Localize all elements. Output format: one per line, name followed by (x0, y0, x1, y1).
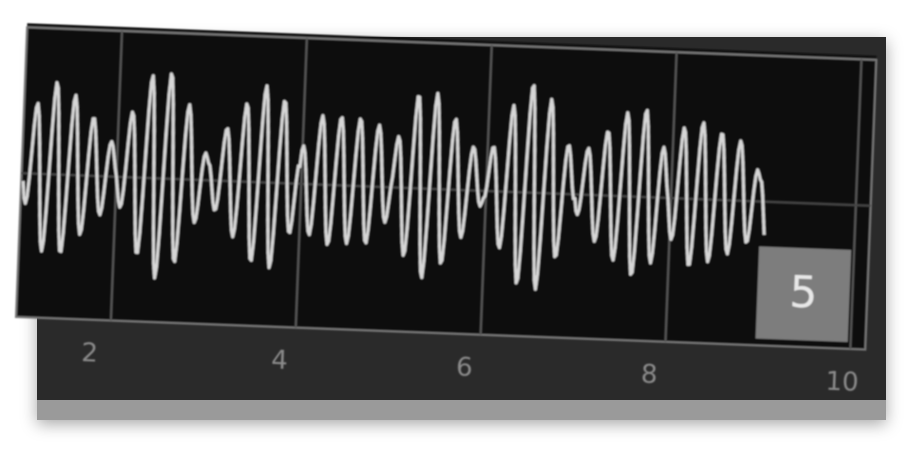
axis-label: 10 (825, 367, 859, 398)
bezel-bottom (37, 400, 886, 420)
axis-label: 6 (455, 352, 473, 383)
axis-label: 2 (81, 338, 99, 369)
badge: 5 (788, 267, 818, 319)
axis-label: 4 (271, 345, 289, 376)
badge-box (755, 246, 852, 342)
screen: 5 2 4 6 8 10 (14, 23, 878, 398)
waveform (21, 72, 766, 291)
screen-bg (15, 23, 877, 351)
axis-label: 8 (640, 360, 658, 391)
